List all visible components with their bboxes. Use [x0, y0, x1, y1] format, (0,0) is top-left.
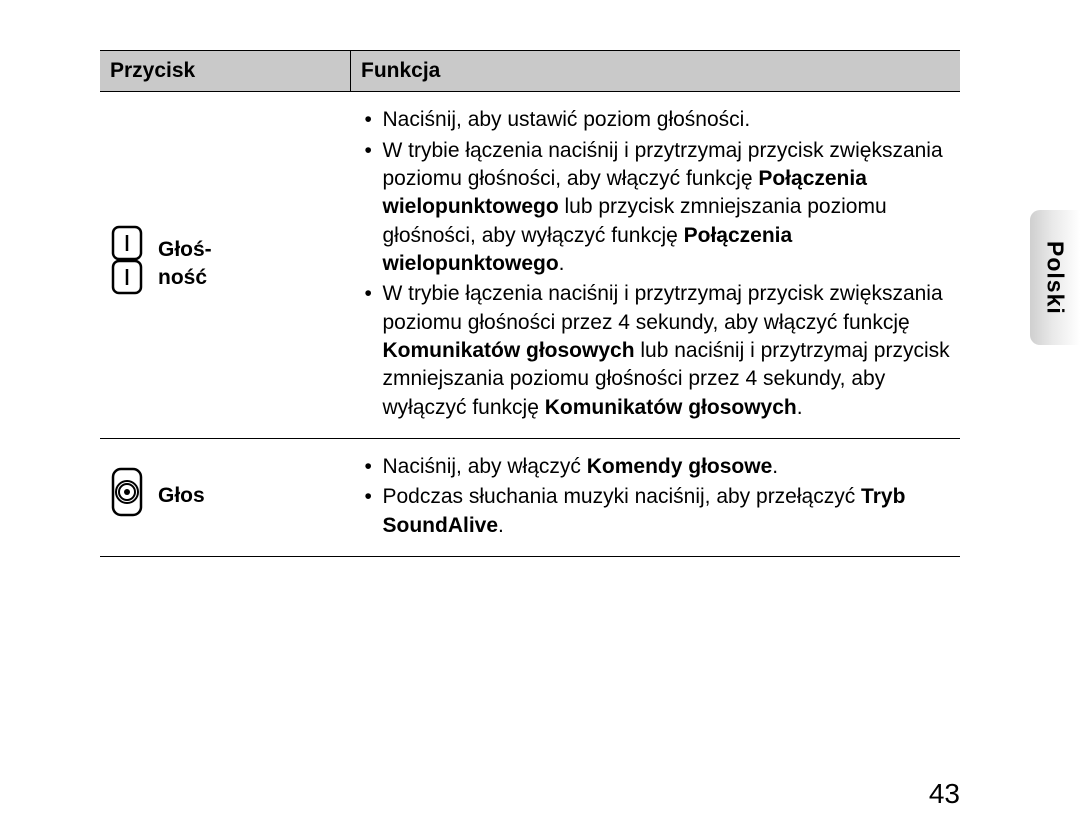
list-item: Naciśnij, aby włączyć Komendy głosowe.: [361, 453, 951, 481]
list-item: Podczas słuchania muzyki naciśnij, aby p…: [361, 483, 951, 540]
list-item: W trybie łączenia naciśnij i przytrzymaj…: [361, 280, 951, 422]
volume-rocker-icon: [110, 224, 144, 304]
voice-button-icon: [110, 466, 144, 526]
page-content: Przycisk Funkcja: [100, 50, 960, 557]
table-row: Głos Naciśnij, aby włączyć Komendy głoso…: [100, 439, 960, 557]
thumb-tab-label: Polski: [1042, 241, 1069, 315]
table-header-row: Przycisk Funkcja: [100, 51, 960, 92]
row1-label: Głos: [158, 482, 205, 510]
page-number: 43: [929, 778, 960, 810]
row0-right: Naciśnij, aby ustawić poziom głośności. …: [351, 92, 961, 439]
row0-label: Głoś- ność: [158, 236, 212, 293]
function-table: Przycisk Funkcja: [100, 50, 960, 557]
header-right: Funkcja: [351, 51, 961, 92]
list-item: W trybie łączenia naciśnij i przytrzymaj…: [361, 137, 951, 279]
row1-left: Głos: [100, 439, 351, 557]
row1-right: Naciśnij, aby włączyć Komendy głosowe. P…: [351, 439, 961, 557]
table-row: Głoś- ność Naciśnij, aby ustawić poziom …: [100, 92, 960, 439]
list-item: Naciśnij, aby ustawić poziom głośności.: [361, 106, 951, 134]
row0-bullets: Naciśnij, aby ustawić poziom głośności. …: [361, 106, 951, 422]
header-left: Przycisk: [100, 51, 351, 92]
row0-left: Głoś- ność: [100, 92, 351, 439]
row1-bullets: Naciśnij, aby włączyć Komendy głosowe. P…: [361, 453, 951, 540]
language-thumb-tab: Polski: [1030, 210, 1080, 345]
